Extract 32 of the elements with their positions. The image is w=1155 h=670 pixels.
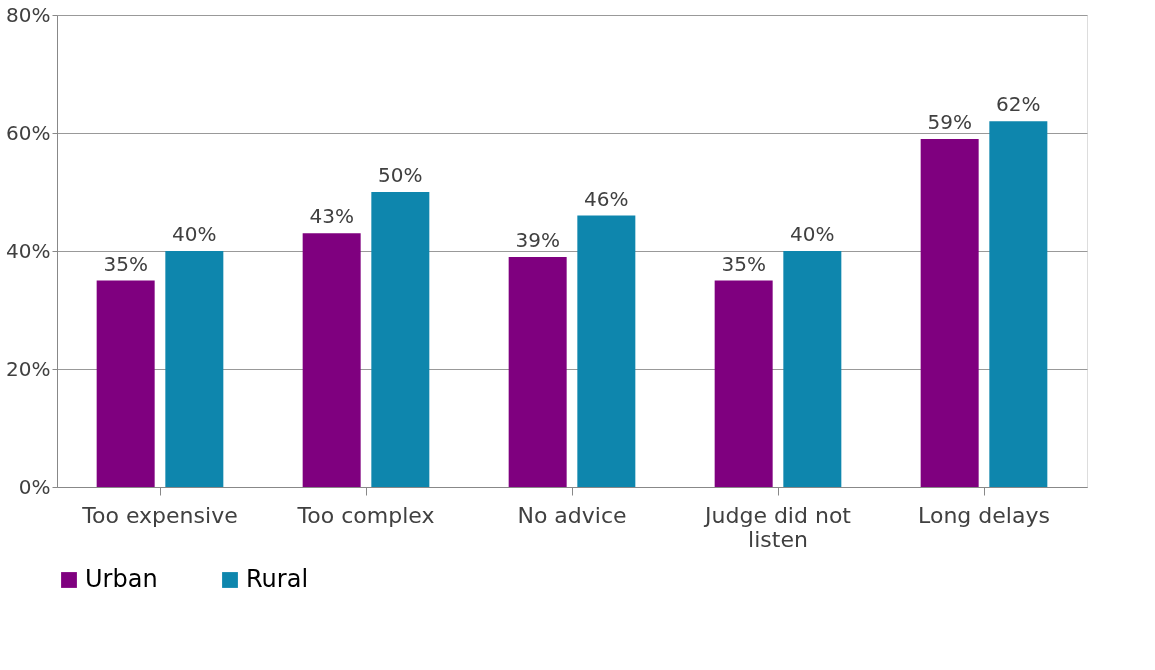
y-tick-label: 80% <box>6 2 51 27</box>
x-tick-label: Too complex <box>296 502 435 528</box>
x-tick-label: Long delays <box>918 502 1050 528</box>
y-tick-label: 20% <box>6 356 51 381</box>
data-label: 46% <box>584 186 629 211</box>
y-tick-label: 0% <box>18 474 51 499</box>
data-label: 43% <box>309 204 354 229</box>
legend-label: Rural <box>246 565 309 593</box>
x-tick-label: No advice <box>517 502 627 528</box>
bar <box>989 121 1048 487</box>
data-label: 40% <box>790 222 835 246</box>
y-tick-label: 60% <box>6 120 51 145</box>
x-tick-label: Too expensive <box>81 502 238 528</box>
bar <box>577 215 636 487</box>
data-label: 40% <box>172 222 217 246</box>
data-label: 50% <box>378 163 423 187</box>
bar <box>371 192 430 487</box>
data-label: 35% <box>721 251 766 276</box>
data-label: 59% <box>927 109 972 134</box>
data-label: 62% <box>996 92 1041 117</box>
bar <box>165 251 224 487</box>
bar <box>920 138 979 487</box>
bar <box>783 251 842 487</box>
bar <box>714 280 773 487</box>
y-tick-label: 40% <box>6 238 51 263</box>
data-label: 35% <box>103 251 148 276</box>
data-label: 39% <box>515 227 560 252</box>
x-tick-label: Judge did not listen <box>703 502 852 552</box>
legend-label: Urban <box>85 565 158 593</box>
bar <box>302 233 361 487</box>
bar <box>96 280 155 487</box>
bar <box>508 256 567 487</box>
